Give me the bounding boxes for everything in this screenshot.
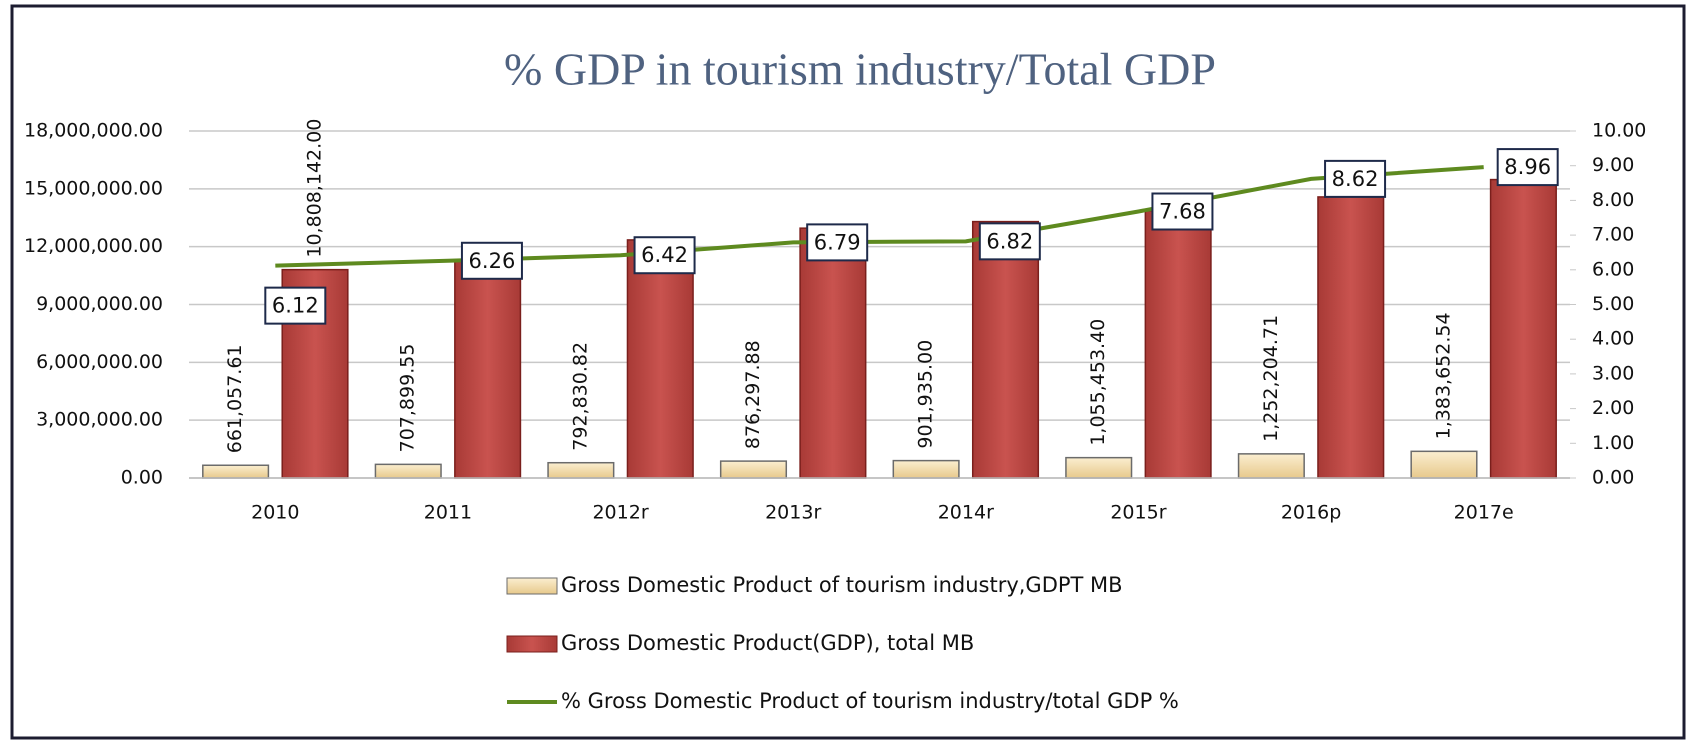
value-label: 1,055,453.40 xyxy=(1087,319,1109,446)
x-tick-label: 2015r xyxy=(1110,502,1166,524)
label-box xyxy=(1324,159,1387,198)
x-tick-label: 2011 xyxy=(424,502,472,524)
y2-tick-label: 9.00 xyxy=(1592,154,1634,176)
y2-tick-label: 1.00 xyxy=(1592,432,1634,454)
y-tick-label: 0.00 xyxy=(121,467,163,489)
bar xyxy=(892,459,960,479)
bar xyxy=(719,460,788,479)
label-box xyxy=(978,222,1041,261)
y-tick-label: 3,000,000.00 xyxy=(36,409,163,431)
value-label: 876,297.88 xyxy=(742,340,764,449)
x-tick-label: 2014r xyxy=(938,502,994,524)
value-label: 661,057.61 xyxy=(224,344,246,453)
bar xyxy=(1317,196,1385,479)
x-tick-label: 2012r xyxy=(592,502,648,524)
legend-swatch xyxy=(506,577,558,595)
label-box xyxy=(264,286,327,325)
value-label: 8.96 xyxy=(1504,155,1551,179)
label-box xyxy=(460,241,523,280)
bar xyxy=(454,260,522,479)
value-label: 7.68 xyxy=(1159,200,1206,224)
bar xyxy=(1065,456,1133,479)
y2-tick-label: 0.00 xyxy=(1592,467,1634,489)
value-label: 10,808,142.00 xyxy=(304,119,326,258)
bar xyxy=(1144,210,1212,479)
bar xyxy=(1489,178,1557,479)
x-tick-label: 2016p xyxy=(1281,502,1341,524)
y2-tick-label: 2.00 xyxy=(1592,397,1634,419)
y-tick-label: 6,000,000.00 xyxy=(36,351,163,373)
y2-tick-label: 3.00 xyxy=(1592,362,1634,384)
bar xyxy=(374,463,442,479)
y2-tick-label: 6.00 xyxy=(1592,258,1634,280)
label-box xyxy=(633,236,696,275)
legend-label: Gross Domestic Product of tourism indust… xyxy=(561,573,1123,597)
bar xyxy=(202,464,270,479)
y2-tick-label: 10.00 xyxy=(1592,120,1646,142)
x-tick-label: 2013r xyxy=(765,502,821,524)
bar xyxy=(1410,450,1478,479)
bar xyxy=(971,220,1040,479)
label-box xyxy=(1151,192,1214,231)
value-label: 901,935.00 xyxy=(915,340,937,449)
label-box xyxy=(1496,148,1559,187)
value-label: 6.82 xyxy=(986,229,1033,253)
label-box xyxy=(806,223,869,262)
y2-tick-label: 4.00 xyxy=(1592,328,1634,350)
value-label: 8.62 xyxy=(1332,167,1379,191)
value-label: 6.26 xyxy=(469,249,516,273)
y-tick-label: 9,000,000.00 xyxy=(36,293,163,315)
y-tick-label: 12,000,000.00 xyxy=(24,235,163,257)
y2-tick-label: 7.00 xyxy=(1592,224,1634,246)
value-label: 6.79 xyxy=(814,230,861,254)
value-label: 792,830.82 xyxy=(569,342,591,451)
chart-title: % GDP in tourism industry/Total GDP xyxy=(504,44,1216,95)
value-label: 1,383,652.54 xyxy=(1432,312,1454,439)
value-label: 707,899.55 xyxy=(397,344,419,453)
bar xyxy=(799,227,867,479)
legend-label: % Gross Domestic Product of tourism indu… xyxy=(561,689,1179,713)
legend-swatch xyxy=(506,635,558,653)
bar xyxy=(547,461,615,479)
value-label: 6.42 xyxy=(641,243,688,267)
y2-tick-label: 8.00 xyxy=(1592,189,1634,211)
x-tick-label: 2010 xyxy=(251,502,299,524)
bar xyxy=(1237,453,1305,479)
value-label: 6.12 xyxy=(272,294,319,318)
bar xyxy=(626,239,694,479)
y-tick-label: 18,000,000.00 xyxy=(24,120,163,142)
x-tick-label: 2017e xyxy=(1454,502,1514,524)
value-label: 1,252,204.71 xyxy=(1260,315,1282,442)
y-tick-label: 15,000,000.00 xyxy=(24,177,163,199)
legend-label: Gross Domestic Product(GDP), total MB xyxy=(561,631,974,655)
y2-tick-label: 5.00 xyxy=(1592,293,1634,315)
